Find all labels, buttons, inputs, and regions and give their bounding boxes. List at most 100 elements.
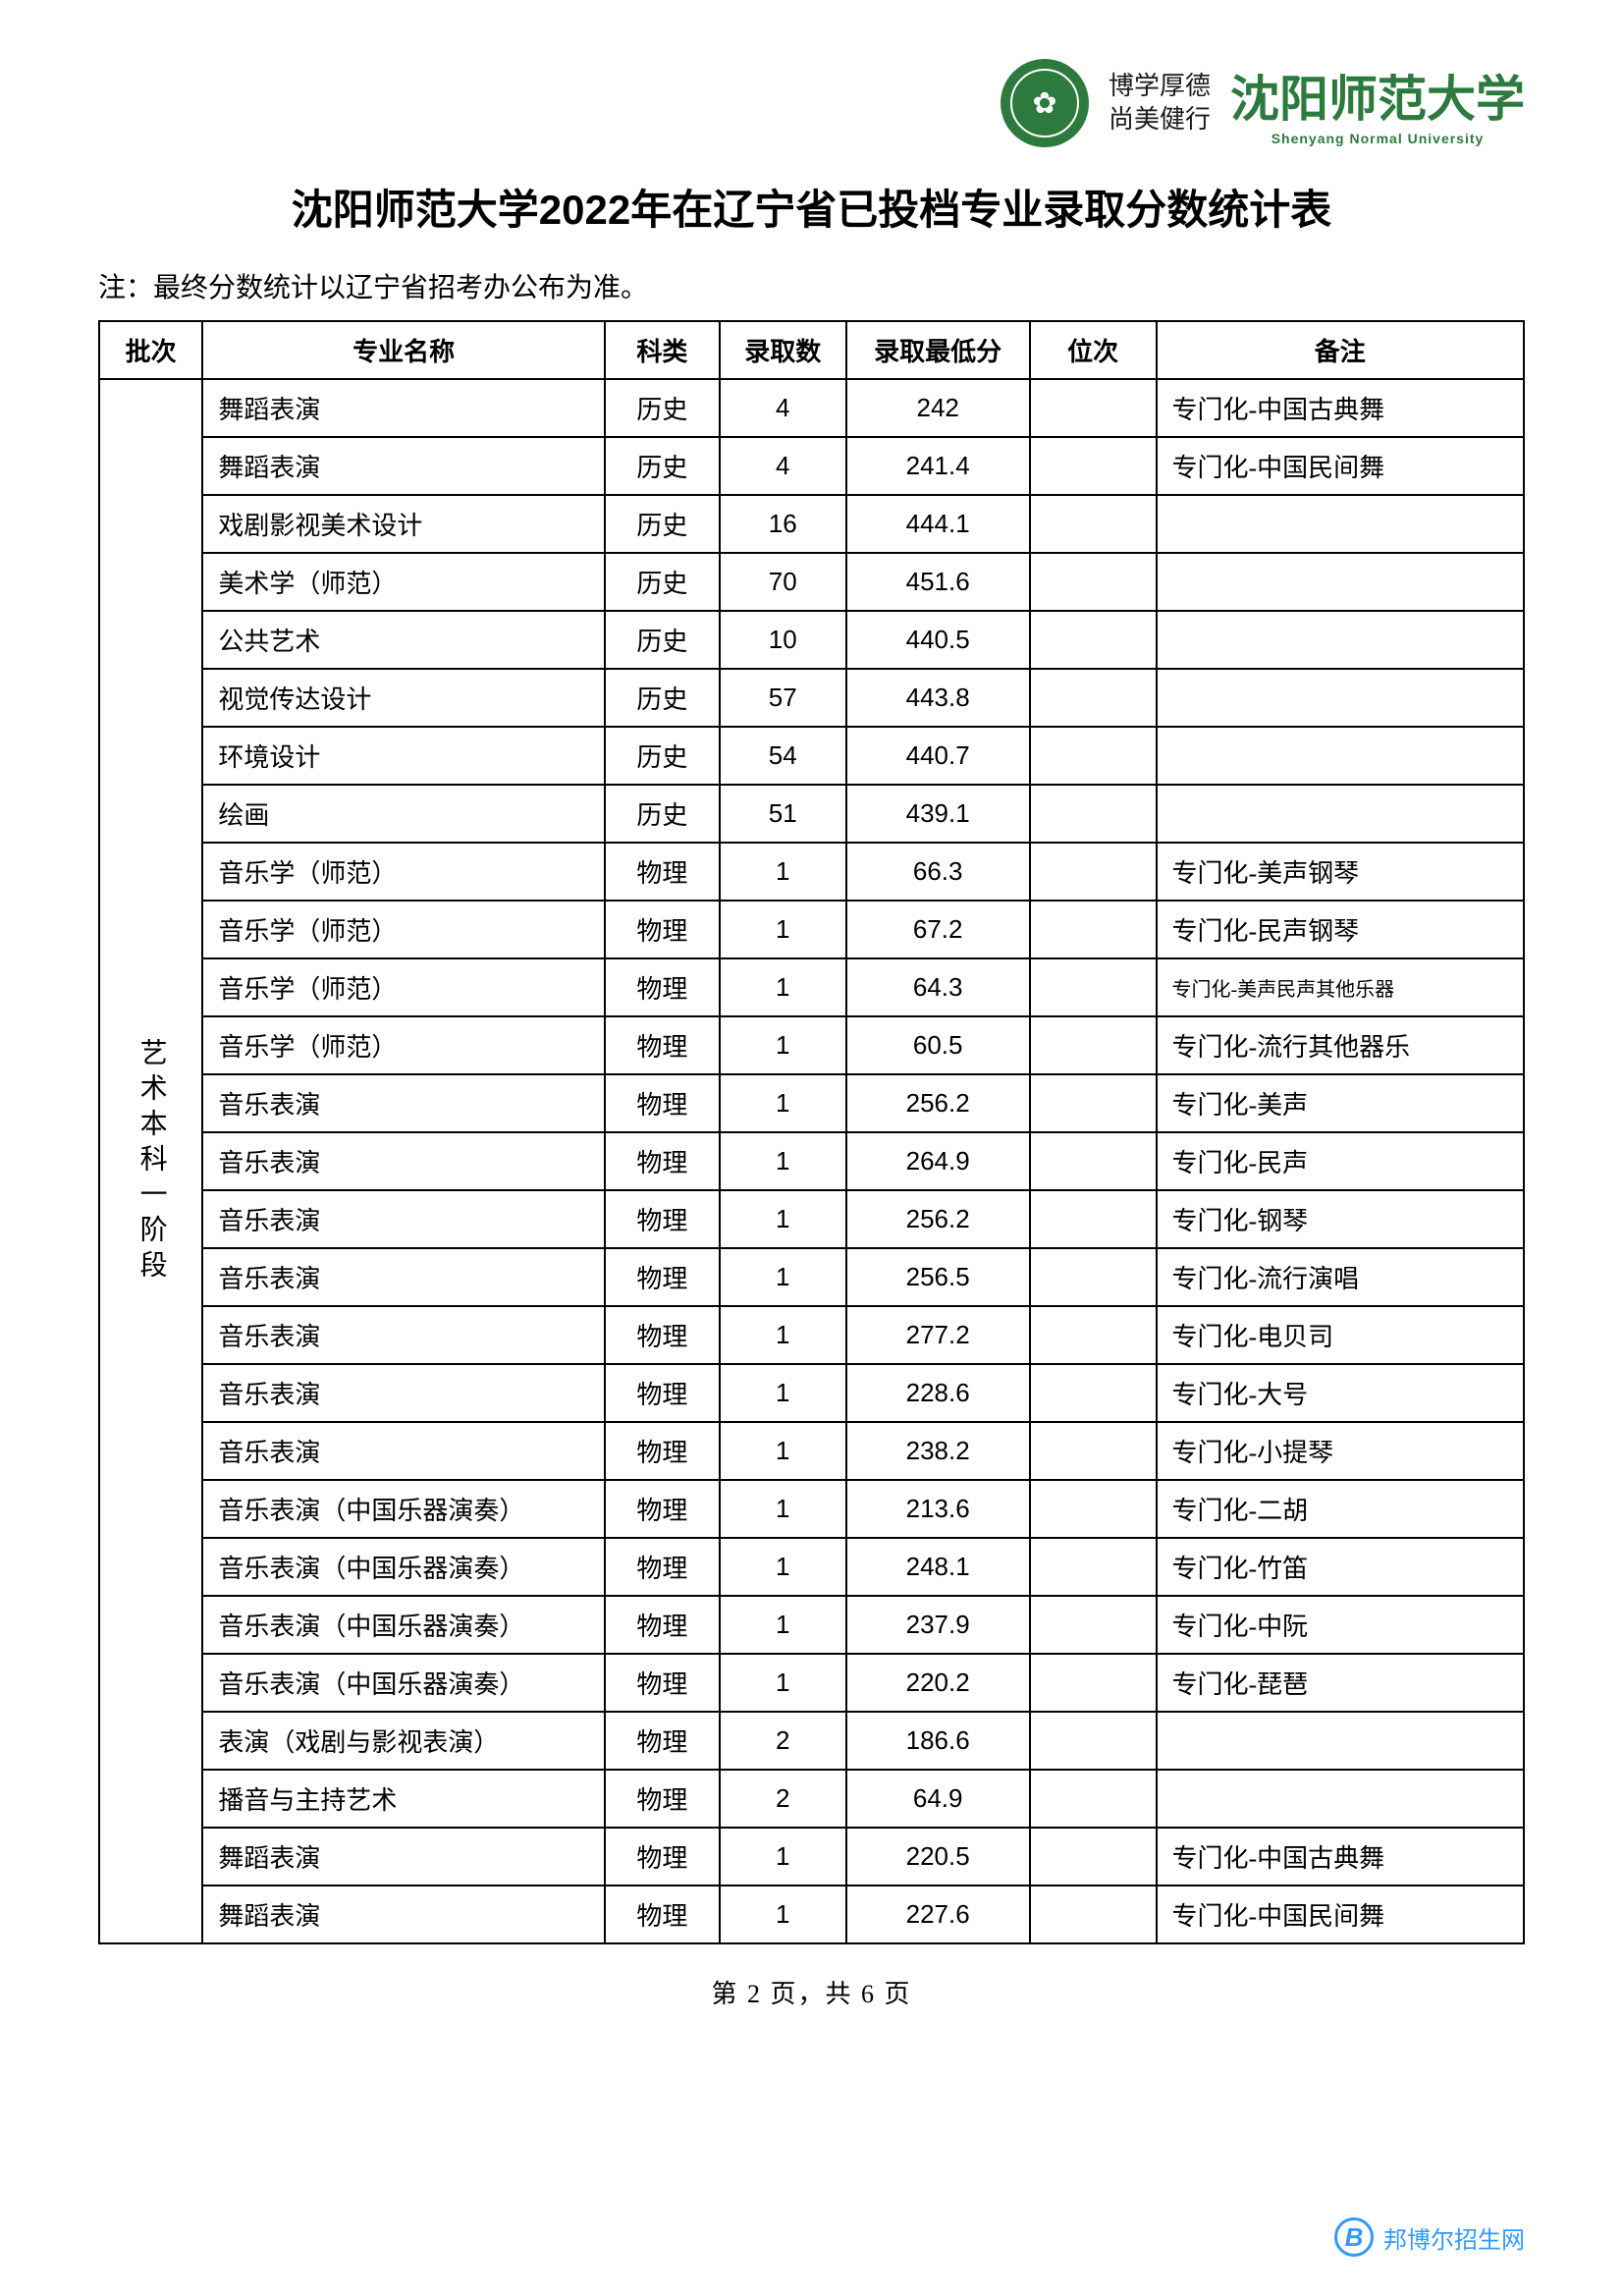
cell-count: 1 <box>720 958 846 1016</box>
table-row: 舞蹈表演历史4241.4专门化-中国民间舞 <box>99 437 1524 495</box>
cell-rank <box>1030 1828 1157 1886</box>
cell-count: 1 <box>720 1538 846 1596</box>
cell-rank <box>1030 495 1157 553</box>
cell-major: 音乐表演（中国乐器演奏） <box>202 1654 605 1712</box>
cell-major: 音乐表演（中国乐器演奏） <box>202 1480 605 1538</box>
table-row: 艺术本科一阶段舞蹈表演历史4242专门化-中国古典舞 <box>99 379 1524 437</box>
cell-rank <box>1030 379 1157 437</box>
batch-cell: 艺术本科一阶段 <box>99 379 202 1943</box>
table-row: 音乐表演物理1256.2专门化-钢琴 <box>99 1190 1524 1248</box>
table-row: 音乐表演（中国乐器演奏）物理1220.2专门化-琵琶 <box>99 1654 1524 1712</box>
cell-remarks: 专门化-大号 <box>1157 1364 1525 1422</box>
cell-score: 451.6 <box>846 553 1030 611</box>
table-row: 音乐学（师范）物理164.3专门化-美声民声其他乐器 <box>99 958 1524 1016</box>
cell-remarks: 专门化-美声钢琴 <box>1157 843 1525 901</box>
cell-rank <box>1030 1712 1157 1770</box>
cell-count: 1 <box>720 1886 846 1943</box>
page-footer: 第 2 页，共 6 页 <box>98 1974 1525 2010</box>
table-row: 舞蹈表演物理1227.6专门化-中国民间舞 <box>99 1886 1524 1943</box>
cell-count: 1 <box>720 1480 846 1538</box>
university-name-cn: 沈阳师范大学 <box>1230 60 1525 131</box>
cell-rank <box>1030 1654 1157 1712</box>
cell-score: 220.2 <box>846 1654 1030 1712</box>
cell-rank <box>1030 901 1157 958</box>
cell-rank <box>1030 1190 1157 1248</box>
cell-remarks <box>1157 1770 1525 1828</box>
table-row: 音乐表演（中国乐器演奏）物理1248.1专门化-竹笛 <box>99 1538 1524 1596</box>
cell-category: 物理 <box>605 1364 720 1422</box>
cell-rank <box>1030 1306 1157 1364</box>
table-row: 音乐学（师范）物理167.2专门化-民声钢琴 <box>99 901 1524 958</box>
watermark-logo-icon: B <box>1334 2217 1374 2257</box>
university-logo: ✿ <box>1001 59 1089 147</box>
cell-count: 51 <box>720 785 846 843</box>
cell-score: 440.5 <box>846 611 1030 669</box>
cell-remarks <box>1157 669 1525 727</box>
table-row: 表演（戏剧与影视表演）物理2186.6 <box>99 1712 1524 1770</box>
cell-major: 音乐表演（中国乐器演奏） <box>202 1538 605 1596</box>
cell-score: 242 <box>846 379 1030 437</box>
col-header-score: 录取最低分 <box>846 321 1030 379</box>
cell-remarks: 专门化-流行其他器乐 <box>1157 1016 1525 1074</box>
cell-count: 1 <box>720 1306 846 1364</box>
cell-category: 物理 <box>605 1306 720 1364</box>
cell-category: 物理 <box>605 1422 720 1480</box>
cell-count: 16 <box>720 495 846 553</box>
cell-major: 音乐学（师范） <box>202 843 605 901</box>
table-row: 播音与主持艺术物理264.9 <box>99 1770 1524 1828</box>
cell-count: 1 <box>720 1132 846 1190</box>
cell-score: 227.6 <box>846 1886 1030 1943</box>
cell-major: 音乐学（师范） <box>202 1016 605 1074</box>
cell-score: 444.1 <box>846 495 1030 553</box>
cell-count: 1 <box>720 1190 846 1248</box>
cell-remarks <box>1157 785 1525 843</box>
cell-category: 历史 <box>605 611 720 669</box>
cell-rank <box>1030 1770 1157 1828</box>
note-text: 注：最终分数统计以辽宁省招考办公布为准。 <box>98 266 1525 305</box>
cell-count: 54 <box>720 727 846 785</box>
cell-category: 物理 <box>605 901 720 958</box>
cell-score: 443.8 <box>846 669 1030 727</box>
cell-count: 4 <box>720 437 846 495</box>
cell-category: 历史 <box>605 379 720 437</box>
cell-category: 物理 <box>605 1654 720 1712</box>
cell-count: 1 <box>720 1654 846 1712</box>
cell-category: 历史 <box>605 553 720 611</box>
cell-major: 音乐表演 <box>202 1248 605 1306</box>
cell-count: 1 <box>720 1074 846 1132</box>
cell-score: 256.2 <box>846 1074 1030 1132</box>
table-row: 视觉传达设计历史57443.8 <box>99 669 1524 727</box>
cell-count: 4 <box>720 379 846 437</box>
cell-remarks <box>1157 1712 1525 1770</box>
cell-category: 历史 <box>605 437 720 495</box>
cell-major: 音乐表演 <box>202 1422 605 1480</box>
cell-major: 音乐表演 <box>202 1074 605 1132</box>
table-row: 音乐学（师范）物理160.5专门化-流行其他器乐 <box>99 1016 1524 1074</box>
cell-major: 音乐表演 <box>202 1306 605 1364</box>
cell-major: 表演（戏剧与影视表演） <box>202 1712 605 1770</box>
cell-count: 1 <box>720 1596 846 1654</box>
cell-rank <box>1030 1538 1157 1596</box>
cell-remarks: 专门化-二胡 <box>1157 1480 1525 1538</box>
cell-remarks: 专门化-中阮 <box>1157 1596 1525 1654</box>
col-header-category: 科类 <box>605 321 720 379</box>
table-row: 环境设计历史54440.7 <box>99 727 1524 785</box>
cell-major: 舞蹈表演 <box>202 1886 605 1943</box>
cell-rank <box>1030 1422 1157 1480</box>
cell-category: 物理 <box>605 958 720 1016</box>
cell-major: 音乐学（师范） <box>202 958 605 1016</box>
cell-score: 237.9 <box>846 1596 1030 1654</box>
table-header-row: 批次 专业名称 科类 录取数 录取最低分 位次 备注 <box>99 321 1524 379</box>
cell-count: 1 <box>720 1422 846 1480</box>
cell-score: 241.4 <box>846 437 1030 495</box>
cell-score: 186.6 <box>846 1712 1030 1770</box>
cell-remarks <box>1157 611 1525 669</box>
cell-rank <box>1030 669 1157 727</box>
cell-category: 物理 <box>605 1712 720 1770</box>
cell-major: 环境设计 <box>202 727 605 785</box>
cell-count: 1 <box>720 1248 846 1306</box>
cell-remarks: 专门化-中国古典舞 <box>1157 379 1525 437</box>
cell-score: 66.3 <box>846 843 1030 901</box>
cell-rank <box>1030 843 1157 901</box>
table-row: 美术学（师范）历史70451.6 <box>99 553 1524 611</box>
